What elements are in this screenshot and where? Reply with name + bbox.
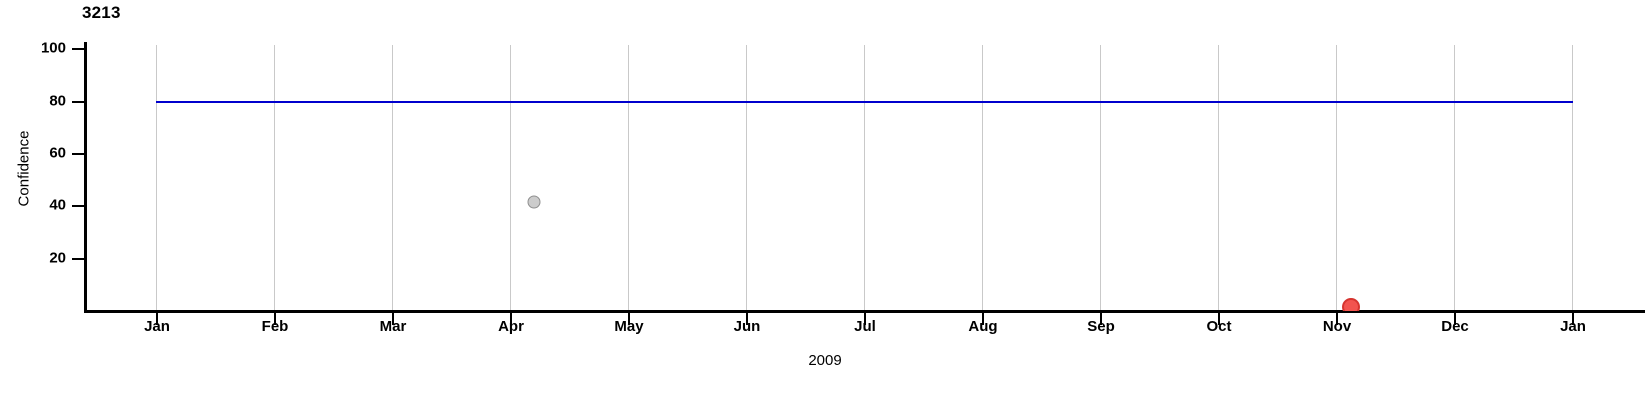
x-tick-label-jul: Jul <box>854 318 876 335</box>
x-tick-label-dec: Dec <box>1441 318 1469 335</box>
y-axis-label: Confidence <box>15 130 33 207</box>
x-tick-label-nov: Nov <box>1322 318 1352 335</box>
y-tick-mark-100 <box>72 48 85 50</box>
plot-panel <box>85 45 1645 310</box>
gridline-dec <box>1454 45 1455 310</box>
y-tick-mark-80 <box>72 101 85 103</box>
gridline-jan-1 <box>156 45 157 310</box>
y-tick-label-40: 40 <box>49 196 66 214</box>
x-tick-mark-jun <box>746 313 748 325</box>
plot-clip-layer <box>85 45 1645 311</box>
x-tick-label-jan-2: Jan <box>1560 318 1586 335</box>
y-tick-mark-60 <box>72 153 85 155</box>
x-tick-label-oct: Oct <box>1206 318 1232 335</box>
y-tick-mark-40 <box>72 205 85 207</box>
x-tick-label-feb: Feb <box>261 318 289 335</box>
chart-title: 3213 <box>82 3 121 22</box>
gridline-jan-2 <box>1572 45 1573 310</box>
x-tick-mark-jul <box>864 313 866 325</box>
x-tick-mark-oct <box>1218 313 1220 325</box>
x-tick-mark-nov <box>1336 313 1338 325</box>
x-tick-label-mar: Mar <box>379 318 407 335</box>
gridline-nov <box>1336 45 1337 310</box>
x-tick-label-aug: Aug <box>968 318 998 335</box>
gridline-jun <box>746 45 747 310</box>
x-tick-mark-mar <box>392 313 394 325</box>
x-tick-mark-aug <box>982 313 984 325</box>
x-tick-mark-jan-2 <box>1572 313 1574 325</box>
y-tick-label-80: 80 <box>49 92 66 110</box>
y-tick-label-20: 20 <box>49 249 66 267</box>
x-axis-label: 2009 <box>808 352 842 369</box>
gridline-jul <box>864 45 865 310</box>
x-tick-label-jan-1: Jan <box>144 318 170 335</box>
x-tick-label-sep: Sep <box>1087 318 1115 335</box>
x-tick-mark-apr <box>510 313 512 325</box>
gridline-aug <box>982 45 983 310</box>
gridline-feb <box>274 45 275 310</box>
x-axis-line <box>84 310 1645 313</box>
gridline-apr <box>510 45 511 310</box>
gridline-oct <box>1218 45 1219 310</box>
x-tick-mark-sep <box>1100 313 1102 325</box>
y-axis-line <box>84 42 87 313</box>
x-tick-label-apr: Apr <box>498 318 524 335</box>
x-tick-mark-dec <box>1454 313 1456 325</box>
reference-line-80 <box>156 101 1573 103</box>
gridline-may <box>628 45 629 310</box>
x-tick-mark-jan-1 <box>156 313 158 325</box>
x-tick-label-jun: Jun <box>733 318 761 335</box>
x-tick-mark-may <box>628 313 630 325</box>
data-point-red[interactable] <box>1342 298 1360 311</box>
gridline-mar <box>392 45 393 310</box>
x-tick-mark-feb <box>274 313 276 325</box>
data-point-gray[interactable] <box>527 195 541 209</box>
y-tick-label-100: 100 <box>40 39 66 57</box>
x-tick-label-may: May <box>614 318 644 335</box>
y-tick-mark-20 <box>72 258 85 260</box>
y-tick-label-60: 60 <box>49 144 66 162</box>
gridline-sep <box>1100 45 1101 310</box>
